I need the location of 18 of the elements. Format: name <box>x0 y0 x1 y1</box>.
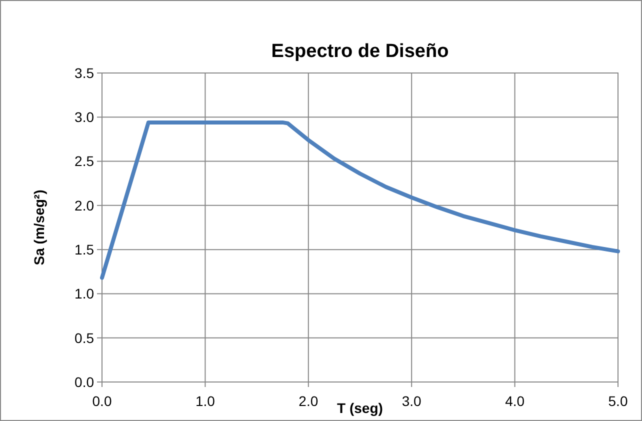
chart-title: Espectro de Diseño <box>271 41 449 62</box>
x-tick-label: 5.0 <box>608 393 628 409</box>
y-tick-label: 1.5 <box>74 241 94 258</box>
y-tick-label: 3.5 <box>74 64 94 81</box>
y-tick-label: 1.0 <box>74 286 94 302</box>
y-axis-title: Sa (m/seg²) <box>31 190 47 266</box>
y-tick-label: 0.5 <box>74 330 94 346</box>
y-tick-label: 2.5 <box>74 153 94 170</box>
line-series <box>100 120 620 280</box>
y-tick-label: 3.0 <box>74 109 94 126</box>
x-tick-label: 1.0 <box>195 393 216 409</box>
x-tick-label: 3.0 <box>402 393 422 409</box>
x-tick-label: 0.0 <box>92 393 112 409</box>
x-axis-title: T (seg) <box>337 400 383 416</box>
x-tick-label: 2.0 <box>298 393 318 409</box>
x-tick-label: 4.0 <box>505 393 525 409</box>
y-tick-label: 2.0 <box>74 197 94 214</box>
y-tick-label: 0.0 <box>74 374 94 390</box>
